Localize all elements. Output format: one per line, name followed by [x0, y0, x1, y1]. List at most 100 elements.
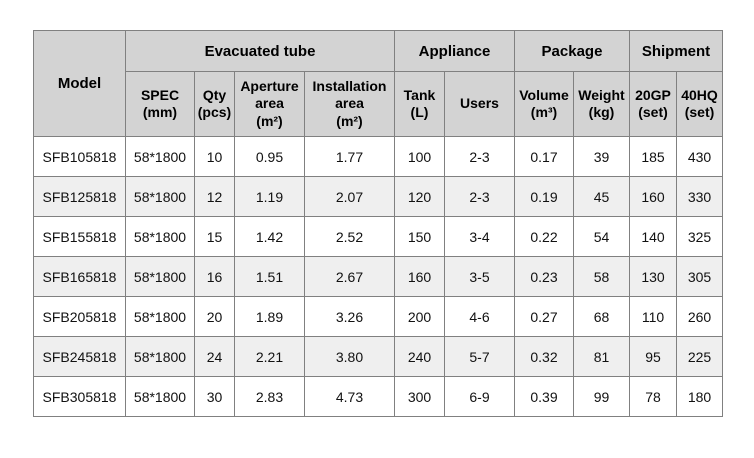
cell-users: 4-6	[444, 296, 515, 337]
cell-qty: 10	[194, 136, 235, 177]
col-header-qty: Qty (pcs)	[194, 71, 235, 137]
cell-20gp: 95	[629, 336, 677, 377]
col-header-label: Aperture area	[240, 77, 299, 112]
cell-volume: 0.23	[514, 256, 574, 297]
cell-aperture-area: 0.95	[234, 136, 305, 177]
col-header-unit: (m²)	[336, 112, 363, 129]
col-header-label: Qty	[202, 86, 227, 103]
cell-40hq: 180	[676, 376, 723, 417]
cell-tank: 240	[394, 336, 445, 377]
cell-40hq: 430	[676, 136, 723, 177]
cell-users: 2-3	[444, 176, 515, 217]
cell-volume: 0.22	[514, 216, 574, 257]
cell-tank: 100	[394, 136, 445, 177]
cell-installation-area: 3.80	[304, 336, 395, 377]
col-header-label: SPEC	[140, 86, 180, 103]
cell-spec: 58*1800	[125, 376, 195, 417]
cell-20gp: 110	[629, 296, 677, 337]
cell-weight: 54	[573, 216, 630, 257]
cell-volume: 0.27	[514, 296, 574, 337]
col-header-label: Tank	[403, 86, 436, 103]
col-header-weight: Weight (kg)	[573, 71, 630, 137]
cell-installation-area: 2.67	[304, 256, 395, 297]
cell-installation-area: 1.77	[304, 136, 395, 177]
cell-weight: 58	[573, 256, 630, 297]
cell-weight: 81	[573, 336, 630, 377]
cell-weight: 45	[573, 176, 630, 217]
table-row: SFB105818 58*1800 10 0.95 1.77 100 2-3 0…	[33, 136, 723, 177]
product-spec-table: Model Evacuated tube Appliance Package S…	[33, 30, 723, 417]
cell-installation-area: 4.73	[304, 376, 395, 417]
cell-qty: 12	[194, 176, 235, 217]
cell-spec: 58*1800	[125, 176, 195, 217]
cell-spec: 58*1800	[125, 216, 195, 257]
header-sub-row: SPEC (mm) Qty (pcs) Aperture area (m²) I…	[34, 71, 723, 137]
col-header-installation-area: Installation area (m²)	[304, 71, 395, 137]
col-header-label: 20GP	[635, 86, 671, 103]
table-row: SFB155818 58*1800 15 1.42 2.52 150 3-4 0…	[33, 216, 723, 257]
col-header-label: Volume	[519, 86, 569, 103]
cell-aperture-area: 1.19	[234, 176, 305, 217]
col-header-unit: (kg)	[588, 104, 615, 120]
cell-installation-area: 2.07	[304, 176, 395, 217]
cell-users: 5-7	[444, 336, 515, 377]
table-row: SFB165818 58*1800 16 1.51 2.67 160 3-5 0…	[33, 256, 723, 297]
cell-spec: 58*1800	[125, 136, 195, 177]
cell-aperture-area: 2.21	[234, 336, 305, 377]
cell-40hq: 225	[676, 336, 723, 377]
col-header-unit: (set)	[684, 104, 715, 120]
cell-volume: 0.39	[514, 376, 574, 417]
cell-users: 6-9	[444, 376, 515, 417]
cell-aperture-area: 1.89	[234, 296, 305, 337]
col-group-appliance: Appliance	[394, 30, 515, 72]
cell-volume: 0.32	[514, 336, 574, 377]
cell-tank: 150	[394, 216, 445, 257]
cell-20gp: 130	[629, 256, 677, 297]
cell-weight: 39	[573, 136, 630, 177]
cell-qty: 16	[194, 256, 235, 297]
col-header-unit: (pcs)	[197, 104, 232, 120]
table-row: SFB305818 58*1800 30 2.83 4.73 300 6-9 0…	[33, 376, 723, 417]
cell-40hq: 325	[676, 216, 723, 257]
cell-aperture-area: 1.42	[234, 216, 305, 257]
col-header-tank: Tank (L)	[394, 71, 445, 137]
cell-model: SFB155818	[33, 216, 126, 257]
cell-tank: 300	[394, 376, 445, 417]
cell-weight: 68	[573, 296, 630, 337]
col-header-label: Weight	[578, 86, 625, 103]
cell-20gp: 185	[629, 136, 677, 177]
table-row: SFB125818 58*1800 12 1.19 2.07 120 2-3 0…	[33, 176, 723, 217]
cell-qty: 15	[194, 216, 235, 257]
cell-spec: 58*1800	[125, 256, 195, 297]
cell-aperture-area: 1.51	[234, 256, 305, 297]
col-header-unit: (set)	[638, 104, 668, 120]
col-header-20gp: 20GP (set)	[629, 71, 677, 137]
cell-spec: 58*1800	[125, 296, 195, 337]
col-header-volume: Volume (m³)	[514, 71, 574, 137]
cell-aperture-area: 2.83	[234, 376, 305, 417]
col-header-40hq: 40HQ (set)	[676, 71, 723, 137]
cell-qty: 24	[194, 336, 235, 377]
cell-40hq: 260	[676, 296, 723, 337]
table-row: SFB245818 58*1800 24 2.21 3.80 240 5-7 0…	[33, 336, 723, 377]
cell-20gp: 78	[629, 376, 677, 417]
cell-model: SFB165818	[33, 256, 126, 297]
cell-20gp: 160	[629, 176, 677, 217]
cell-spec: 58*1800	[125, 336, 195, 377]
cell-tank: 200	[394, 296, 445, 337]
col-header-model: Model	[33, 30, 126, 137]
col-header-label: 40HQ	[681, 86, 718, 103]
cell-users: 3-5	[444, 256, 515, 297]
table-row: SFB205818 58*1800 20 1.89 3.26 200 4-6 0…	[33, 296, 723, 337]
cell-40hq: 305	[676, 256, 723, 297]
col-group-package: Package	[514, 30, 630, 72]
col-header-spec: SPEC (mm)	[125, 71, 195, 137]
col-header-label: Installation area	[312, 77, 387, 112]
col-header-label: Users	[460, 95, 499, 112]
cell-model: SFB205818	[33, 296, 126, 337]
header-group-row: Model Evacuated tube Appliance Package S…	[33, 30, 723, 137]
col-header-unit: (L)	[410, 104, 429, 120]
cell-qty: 20	[194, 296, 235, 337]
cell-weight: 99	[573, 376, 630, 417]
cell-tank: 160	[394, 256, 445, 297]
